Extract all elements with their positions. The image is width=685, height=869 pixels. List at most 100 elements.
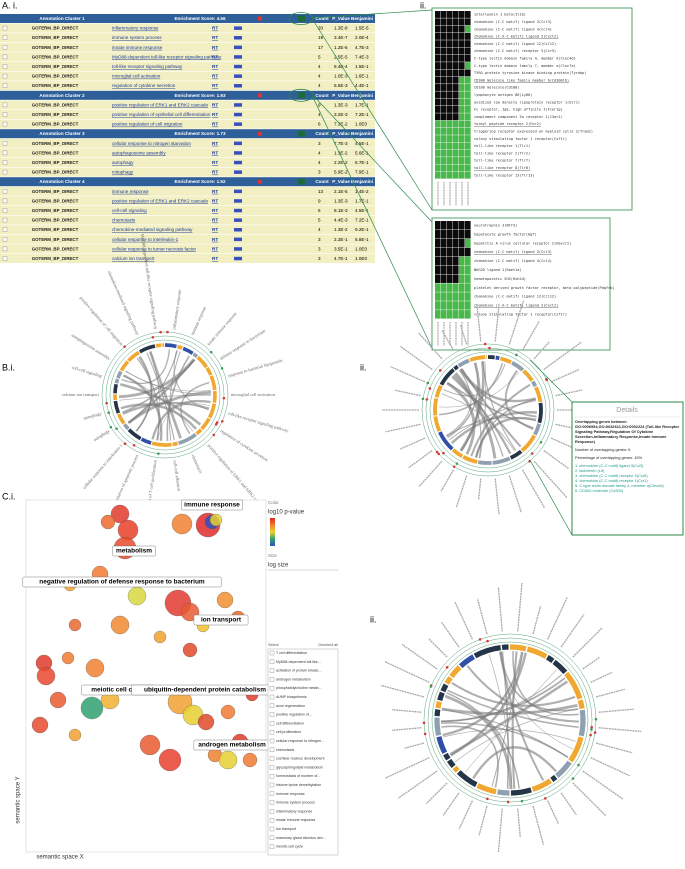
term-label-placeholder bbox=[476, 306, 482, 342]
bar-icon bbox=[234, 26, 242, 30]
gene-label: chemokine (C-C motif) ligand 12(Ccl12) bbox=[474, 295, 556, 299]
ring-segment bbox=[436, 736, 448, 754]
chord bbox=[446, 692, 520, 789]
rt-link: RT bbox=[212, 45, 218, 50]
red-icon bbox=[258, 16, 262, 21]
dot bbox=[435, 450, 439, 454]
chord bbox=[482, 361, 517, 451]
heatmap-cell bbox=[441, 221, 447, 230]
chord bbox=[451, 375, 512, 455]
heatmap-cell bbox=[459, 149, 465, 157]
rt-link: RT bbox=[212, 160, 218, 165]
rt-link: RT bbox=[212, 227, 218, 232]
term-checkbox bbox=[269, 747, 275, 752]
gene-label: chemokine (C-X-C motif) ligand 2(Cxcl2) bbox=[474, 304, 558, 308]
heatmap-cell bbox=[447, 98, 453, 106]
bubble bbox=[68, 618, 82, 632]
count: 6 bbox=[318, 122, 321, 127]
heatmap-cell bbox=[465, 11, 471, 18]
heatmap-cell bbox=[453, 25, 459, 33]
row-bg bbox=[0, 23, 375, 33]
heatmap-cell bbox=[441, 62, 447, 70]
bubble bbox=[68, 728, 82, 742]
heatmap-cell bbox=[459, 32, 465, 40]
heatmap-cell bbox=[441, 149, 447, 157]
gene-label: hematopoietic SH2(Hsh2d) bbox=[474, 277, 526, 281]
heatmap-cell bbox=[447, 105, 453, 113]
heatmap-cell bbox=[435, 40, 441, 48]
checkbox bbox=[2, 217, 8, 223]
heatmap-cell bbox=[435, 310, 441, 319]
term-checkbox bbox=[269, 677, 275, 682]
bar-icon bbox=[234, 199, 242, 203]
term-label-placeholder bbox=[550, 369, 580, 383]
gene-label: toll-like receptor 8(Tlr8) bbox=[474, 166, 530, 170]
term-list bbox=[267, 648, 339, 856]
heatmap-cell bbox=[453, 149, 459, 157]
dot bbox=[105, 401, 108, 405]
dot bbox=[159, 330, 162, 334]
dot bbox=[520, 799, 524, 803]
heatmap-cell bbox=[441, 98, 447, 106]
term-label-placeholder bbox=[408, 450, 433, 469]
heatmap-cell bbox=[435, 69, 441, 77]
chord bbox=[460, 362, 481, 452]
ring-segment bbox=[196, 355, 209, 369]
term-label-placeholder bbox=[384, 660, 430, 683]
heatmap-cell bbox=[435, 256, 441, 266]
bubble-label: negative regulation of defense response … bbox=[39, 579, 205, 586]
heatmap-cell bbox=[447, 84, 453, 91]
term-checkbox bbox=[269, 782, 275, 788]
dot bbox=[421, 397, 425, 401]
row-bg bbox=[0, 100, 375, 110]
chord bbox=[168, 351, 181, 441]
term-label-placeholder bbox=[476, 598, 488, 635]
term-checkbox bbox=[269, 659, 275, 664]
rt-link: RT bbox=[212, 141, 218, 146]
gene-label: interleukin 1 beta(Il1b) bbox=[474, 13, 526, 17]
bar-icon bbox=[234, 74, 242, 78]
heatmap-cell bbox=[465, 135, 471, 143]
heatmap-cell bbox=[435, 18, 441, 26]
rt-link: RT bbox=[212, 170, 218, 175]
term-label-placeholder bbox=[428, 638, 448, 658]
heatmap-cell bbox=[459, 76, 465, 84]
term-label: chemokine-mediated signaling pathway bbox=[107, 270, 141, 336]
count: 20 bbox=[318, 26, 324, 31]
term-item: T cell differentiation bbox=[276, 651, 307, 655]
row-bg bbox=[0, 119, 375, 129]
heatmap-cell bbox=[465, 221, 471, 230]
term-label-placeholder bbox=[598, 727, 642, 733]
dot bbox=[442, 451, 445, 455]
heatmap-cell bbox=[447, 247, 453, 257]
term-item: immune response bbox=[276, 792, 305, 796]
category: GOTERM_BP_DIRECT bbox=[32, 256, 79, 261]
row-bg bbox=[0, 206, 375, 215]
term: cellular response to nitrogen starvation bbox=[112, 141, 191, 146]
dot bbox=[545, 378, 549, 382]
term-label-placeholder bbox=[533, 341, 550, 360]
legend-title: Color bbox=[268, 500, 279, 505]
gene-label: C-type lectin domain family 7, member a(… bbox=[474, 64, 576, 68]
heatmap-cell bbox=[447, 120, 453, 128]
rt-link: RT bbox=[212, 74, 218, 79]
term-label: response to bacterial lipoprotein bbox=[227, 357, 283, 378]
ring-segment bbox=[209, 375, 217, 391]
gene-label: chemokine (C-C motif) receptor 5(Ccr5) bbox=[474, 49, 556, 53]
dot bbox=[151, 335, 155, 339]
term-label-placeholder bbox=[385, 757, 430, 779]
gene-label: colony stimulating factor 1 receptor(Csf… bbox=[474, 137, 567, 141]
ring-segment bbox=[555, 760, 572, 779]
bar-icon bbox=[234, 122, 242, 126]
panel-label: B.i. bbox=[2, 362, 15, 372]
bubble bbox=[197, 713, 215, 731]
heatmap-cell bbox=[435, 301, 441, 310]
heatmap-cell bbox=[453, 105, 459, 113]
term-label-placeholder bbox=[595, 742, 633, 754]
benjamini: 6.7E-1 bbox=[355, 160, 369, 165]
legend-title: Size bbox=[268, 553, 277, 558]
ring-segment bbox=[434, 384, 443, 398]
heatmap-cell bbox=[441, 76, 447, 84]
heatmap-cell bbox=[459, 221, 465, 230]
